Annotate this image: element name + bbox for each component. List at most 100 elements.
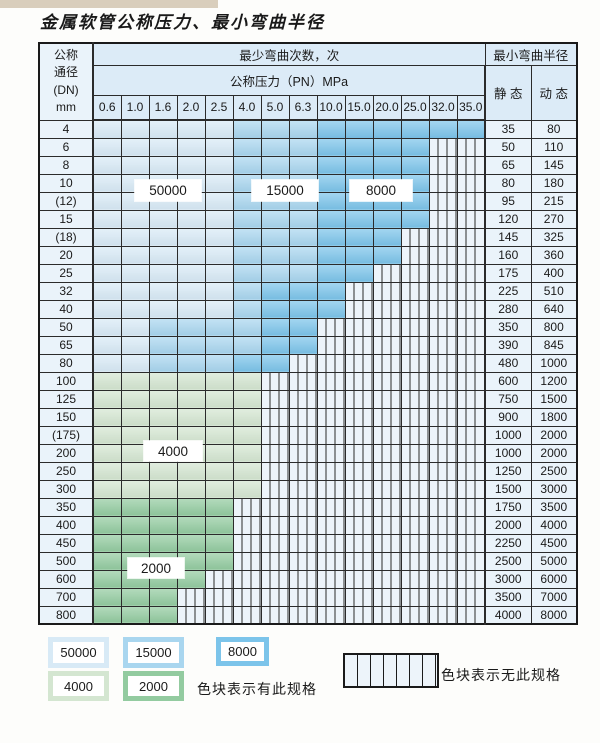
dynamic-radius-cell: 845 bbox=[530, 335, 578, 355]
no-spec-cell bbox=[260, 605, 290, 625]
spec-zone-cell bbox=[204, 209, 234, 229]
spec-zone-cell bbox=[148, 371, 178, 391]
spec-zone-cell bbox=[120, 461, 150, 481]
no-spec-cell bbox=[456, 353, 486, 373]
spec-zone-cell bbox=[316, 299, 346, 319]
no-spec-cell bbox=[260, 371, 290, 391]
no-spec-cell bbox=[344, 569, 374, 589]
spec-zone-cell bbox=[148, 209, 178, 229]
spec-zone-cell bbox=[316, 173, 346, 193]
spec-zone-cell bbox=[148, 227, 178, 247]
no-spec-cell bbox=[428, 137, 458, 157]
static-radius-cell: 2250 bbox=[484, 533, 532, 553]
spec-zone-cell bbox=[204, 227, 234, 247]
spec-zone-cell bbox=[176, 335, 206, 355]
spec-zone-cell bbox=[204, 461, 234, 481]
table-row: 400 2000 4000 bbox=[38, 515, 578, 535]
spec-zone-cell bbox=[120, 119, 150, 139]
no-spec-cell bbox=[316, 461, 346, 481]
spec-zone-cell bbox=[232, 317, 262, 337]
spec-zone-cell bbox=[120, 317, 150, 337]
no-spec-cell bbox=[428, 533, 458, 553]
spec-zone-cell bbox=[92, 569, 122, 589]
no-spec-cell bbox=[428, 353, 458, 373]
no-spec-cell bbox=[288, 425, 318, 445]
pressure-value-header: 5.0 bbox=[260, 94, 290, 121]
no-spec-cell bbox=[344, 407, 374, 427]
static-radius-cell: 175 bbox=[484, 263, 532, 283]
no-spec-cell bbox=[288, 479, 318, 499]
no-spec-cell bbox=[456, 263, 486, 283]
spec-zone-cell bbox=[148, 389, 178, 409]
spec-zone-cell bbox=[204, 551, 234, 571]
no-spec-cell bbox=[400, 263, 430, 283]
static-radius-cell: 50 bbox=[484, 137, 532, 157]
dynamic-radius-cell: 270 bbox=[530, 209, 578, 229]
legend-swatch-label: 15000 bbox=[128, 642, 179, 663]
spec-zone-cell bbox=[428, 119, 458, 139]
dynamic-radius-cell: 3500 bbox=[530, 497, 578, 517]
spec-zone-cell bbox=[176, 479, 206, 499]
no-spec-cell bbox=[428, 587, 458, 607]
no-spec-cell bbox=[344, 443, 374, 463]
dn-cell: 100 bbox=[38, 371, 94, 391]
spec-zone-cell bbox=[92, 209, 122, 229]
dynamic-radius-cell: 4000 bbox=[530, 515, 578, 535]
no-spec-cell bbox=[344, 497, 374, 517]
spec-zone-cell bbox=[148, 263, 178, 283]
spec-zone-cell bbox=[260, 209, 290, 229]
spec-zone-cell bbox=[148, 281, 178, 301]
no-spec-cell bbox=[288, 569, 318, 589]
no-spec-cell bbox=[344, 605, 374, 625]
spec-zone-cell bbox=[148, 155, 178, 175]
spec-zone-cell bbox=[232, 425, 262, 445]
spec-zone-cell bbox=[120, 263, 150, 283]
no-spec-cell bbox=[456, 569, 486, 589]
legend-swatch-label: 4000 bbox=[53, 676, 104, 696]
no-spec-cell bbox=[344, 281, 374, 301]
no-spec-cell bbox=[288, 587, 318, 607]
no-spec-cell bbox=[232, 515, 262, 535]
static-radius-cell: 65 bbox=[484, 155, 532, 175]
no-spec-cell bbox=[288, 371, 318, 391]
dynamic-radius-cell: 1500 bbox=[530, 389, 578, 409]
spec-zone-cell bbox=[316, 263, 346, 283]
no-spec-cell bbox=[344, 533, 374, 553]
pressure-value-header: 25.0 bbox=[400, 94, 430, 121]
spec-zone-cell bbox=[148, 407, 178, 427]
no-spec-cell bbox=[428, 425, 458, 445]
spec-zone-cell bbox=[232, 443, 262, 463]
pressure-value-header: 15.0 bbox=[344, 94, 374, 121]
no-spec-cell bbox=[260, 551, 290, 571]
spec-zone-cell bbox=[344, 245, 374, 265]
table-row: 100 600 1200 bbox=[38, 371, 578, 391]
spec-zone-cell bbox=[92, 299, 122, 319]
no-spec-cell bbox=[344, 461, 374, 481]
no-spec-cell bbox=[400, 551, 430, 571]
no-spec-cell bbox=[316, 587, 346, 607]
spec-zone-cell bbox=[92, 137, 122, 157]
spec-zone-cell bbox=[232, 353, 262, 373]
no-spec-cell bbox=[176, 587, 206, 607]
table-row: 40 280 640 bbox=[38, 299, 578, 319]
spec-zone-cell bbox=[148, 119, 178, 139]
static-radius-cell: 35 bbox=[484, 119, 532, 139]
no-spec-cell bbox=[428, 191, 458, 211]
static-radius-cell: 1500 bbox=[484, 479, 532, 499]
spec-zone-cell bbox=[92, 335, 122, 355]
spec-zone-cell bbox=[204, 263, 234, 283]
dynamic-radius-cell: 510 bbox=[530, 281, 578, 301]
no-spec-cell bbox=[316, 551, 346, 571]
dn-cell: 800 bbox=[38, 605, 94, 625]
spec-zone-cell bbox=[120, 245, 150, 265]
spec-zone-cell bbox=[232, 245, 262, 265]
no-spec-cell bbox=[372, 479, 402, 499]
spec-zone-cell bbox=[400, 119, 430, 139]
no-spec-cell bbox=[400, 299, 430, 319]
spec-zone-cell bbox=[148, 605, 178, 625]
no-spec-cell bbox=[288, 497, 318, 517]
spec-zone-cell bbox=[148, 317, 178, 337]
no-spec-cell bbox=[456, 443, 486, 463]
dn-cell: 150 bbox=[38, 407, 94, 427]
spec-zone-cell bbox=[288, 137, 318, 157]
